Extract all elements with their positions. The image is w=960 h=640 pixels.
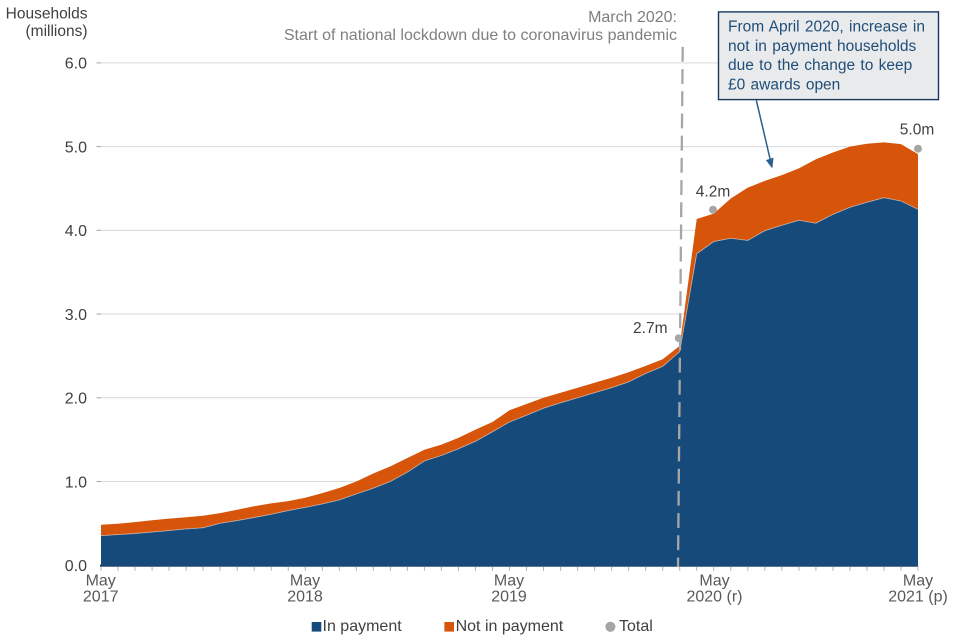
svg-text:2020 (r): 2020 (r) — [686, 589, 742, 606]
svg-text:£0 awards open: £0 awards open — [728, 76, 840, 93]
svg-text:Total: Total — [619, 618, 653, 635]
svg-text:5.0: 5.0 — [65, 139, 87, 156]
svg-text:May: May — [903, 573, 933, 590]
svg-text:May: May — [494, 573, 524, 590]
svg-text:May: May — [699, 573, 729, 590]
svg-text:Start of national lockdown due: Start of national lockdown due to corona… — [284, 27, 677, 44]
svg-text:2.0: 2.0 — [65, 391, 87, 408]
svg-text:not in payment households: not in payment households — [728, 38, 917, 55]
svg-text:March 2020:: March 2020: — [588, 9, 677, 26]
svg-text:5.0m: 5.0m — [900, 122, 934, 139]
svg-text:Households: Households — [6, 6, 88, 23]
svg-text:From April 2020, increase in: From April 2020, increase in — [728, 19, 925, 36]
svg-text:6.0: 6.0 — [65, 56, 87, 73]
svg-text:2018: 2018 — [287, 589, 323, 606]
svg-text:3.0: 3.0 — [65, 307, 87, 324]
svg-text:2017: 2017 — [83, 589, 119, 606]
svg-text:4.0: 4.0 — [65, 223, 87, 240]
svg-text:1.0: 1.0 — [65, 474, 87, 491]
svg-text:May: May — [86, 573, 116, 590]
svg-text:0.0: 0.0 — [65, 558, 87, 575]
svg-text:May: May — [290, 573, 320, 590]
svg-text:due to the change to keep: due to the change to keep — [728, 57, 912, 74]
svg-text:Not in payment: Not in payment — [456, 618, 564, 635]
svg-text:(millions): (millions) — [26, 23, 88, 40]
svg-text:2021 (p): 2021 (p) — [888, 589, 948, 606]
svg-text:In payment: In payment — [323, 618, 403, 635]
svg-text:2019: 2019 — [491, 589, 527, 606]
svg-text:2.7m: 2.7m — [633, 320, 667, 337]
svg-text:4.2m: 4.2m — [696, 184, 730, 201]
